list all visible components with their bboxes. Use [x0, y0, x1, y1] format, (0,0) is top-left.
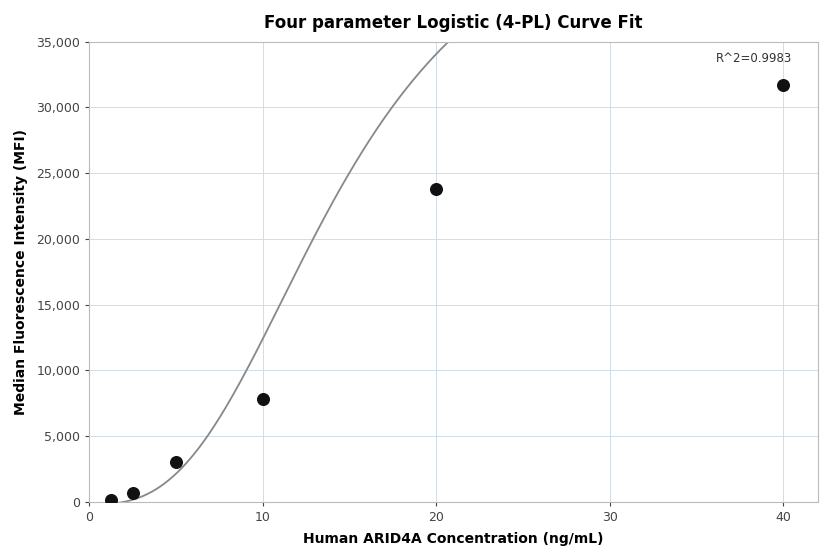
Point [126, 488, 139, 497]
Point [104, 496, 117, 505]
Point [777, 81, 790, 90]
Point [169, 458, 182, 467]
Point [429, 184, 443, 193]
Point [256, 395, 270, 404]
X-axis label: Human ARID4A Concentration (ng/mL): Human ARID4A Concentration (ng/mL) [304, 532, 604, 546]
Text: R^2=0.9983: R^2=0.9983 [716, 53, 792, 66]
Y-axis label: Median Fluorescence Intensity (MFI): Median Fluorescence Intensity (MFI) [14, 129, 28, 415]
Title: Four parameter Logistic (4-PL) Curve Fit: Four parameter Logistic (4-PL) Curve Fit [265, 14, 643, 32]
